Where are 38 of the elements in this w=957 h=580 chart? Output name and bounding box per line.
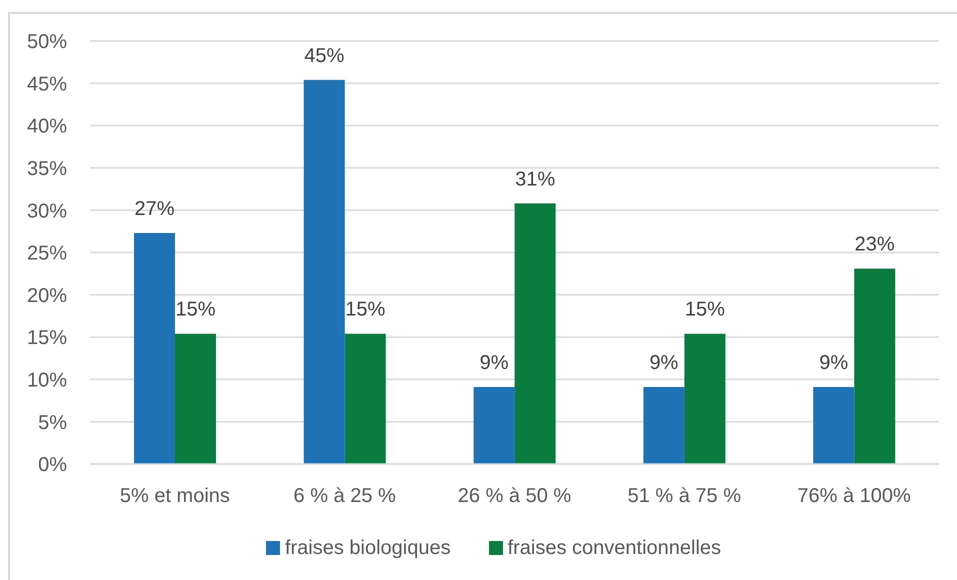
bar	[344, 334, 386, 464]
x-tick-label: 76% à 100%	[797, 485, 912, 508]
bar	[304, 80, 345, 464]
bar	[854, 268, 896, 464]
data-label: 23%	[854, 234, 895, 256]
y-tick-label: 40%	[26, 116, 68, 138]
data-label: 15%	[684, 298, 726, 321]
y-tick-label: 10%	[26, 370, 68, 392]
data-label: 27%	[134, 198, 175, 220]
data-label: 9%	[649, 352, 679, 374]
data-label: 9%	[480, 352, 509, 374]
legend-label: fraises conventionnelles	[508, 536, 722, 560]
data-label: 15%	[175, 298, 216, 321]
y-tick-label: 20%	[26, 284, 68, 307]
bar	[134, 233, 175, 464]
y-tick-label: 0%	[38, 454, 68, 476]
y-tick-label: 25%	[26, 242, 68, 265]
data-label: 45%	[304, 44, 345, 67]
bar	[643, 387, 684, 464]
y-tick-label: 50%	[26, 31, 68, 54]
bar	[684, 334, 726, 464]
x-tick-label: 6 % à 25 %	[294, 485, 396, 508]
y-tick-label: 35%	[26, 158, 68, 180]
bar	[813, 387, 854, 464]
data-label: 9%	[819, 352, 848, 374]
y-tick-label: 45%	[26, 73, 68, 96]
bar	[474, 387, 515, 464]
x-tick-label: 5% et moins	[120, 485, 230, 508]
x-tick-label: 51 % à 75 %	[628, 485, 742, 508]
y-tick-label: 5%	[38, 412, 68, 434]
x-tick-label: 26 % à 50 %	[458, 485, 572, 508]
bar	[175, 334, 216, 464]
y-tick-label: 15%	[26, 327, 68, 350]
bar	[514, 203, 556, 464]
data-label: 15%	[345, 298, 386, 321]
legend-label: fraises biologiques	[284, 536, 451, 560]
y-tick-label: 30%	[26, 200, 68, 222]
data-label: 31%	[515, 168, 556, 190]
